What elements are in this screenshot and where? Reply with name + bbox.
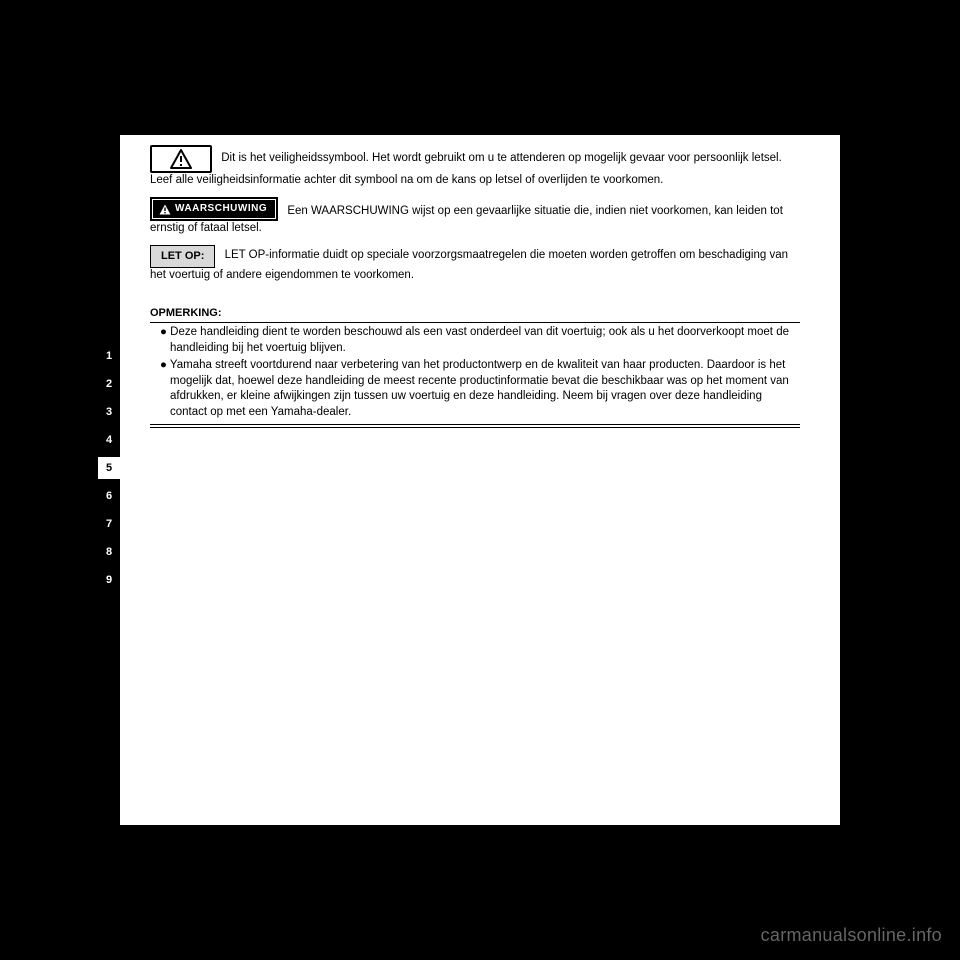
note-bullet-2: ● Yamaha streeft voortdurend naar verbet… [150, 358, 800, 420]
note-end-rule [150, 424, 800, 428]
note-bullet-1: ● Deze handleiding dient te worden besch… [150, 325, 800, 356]
page-content: Dit is het veiligheidssymbool. Het wordt… [120, 135, 840, 438]
tab-9: 9 [98, 569, 120, 591]
safety-symbol-row: Dit is het veiligheidssymbool. Het wordt… [150, 145, 800, 189]
tab-5: 5 [98, 457, 120, 479]
note-block: OPMERKING: ● Deze handleiding dient te w… [150, 306, 800, 428]
caution-text: LET OP-informatie duidt op speciale voor… [150, 249, 788, 281]
tab-4: 4 [98, 429, 120, 451]
tab-6: 6 [98, 485, 120, 507]
watermark-text: carmanualsonline.info [761, 925, 942, 946]
tab-2: 2 [98, 373, 120, 395]
warning-label: WAARSCHUWING [175, 202, 267, 216]
tab-1: 1 [98, 345, 120, 367]
tab-7: 7 [98, 513, 120, 535]
warning-triangle-icon [159, 204, 171, 215]
note-label: OPMERKING: [150, 306, 222, 321]
safety-alert-icon [150, 145, 212, 173]
tab-3: 3 [98, 401, 120, 423]
manual-page: 1 2 3 4 5 6 7 8 9 Dit is het veiligheids… [120, 135, 840, 825]
warning-badge: WAARSCHUWING [150, 197, 278, 221]
safety-text: Dit is het veiligheidssymbool. Het wordt… [150, 152, 782, 186]
warning-row: WAARSCHUWING Een WAARSCHUWING wijst op e… [150, 197, 800, 237]
tab-8: 8 [98, 541, 120, 563]
caution-badge: LET OP: [150, 245, 215, 268]
chapter-tabs: 1 2 3 4 5 6 7 8 9 [98, 345, 120, 597]
letop-row: LET OP: LET OP-informatie duidt op speci… [150, 245, 800, 284]
